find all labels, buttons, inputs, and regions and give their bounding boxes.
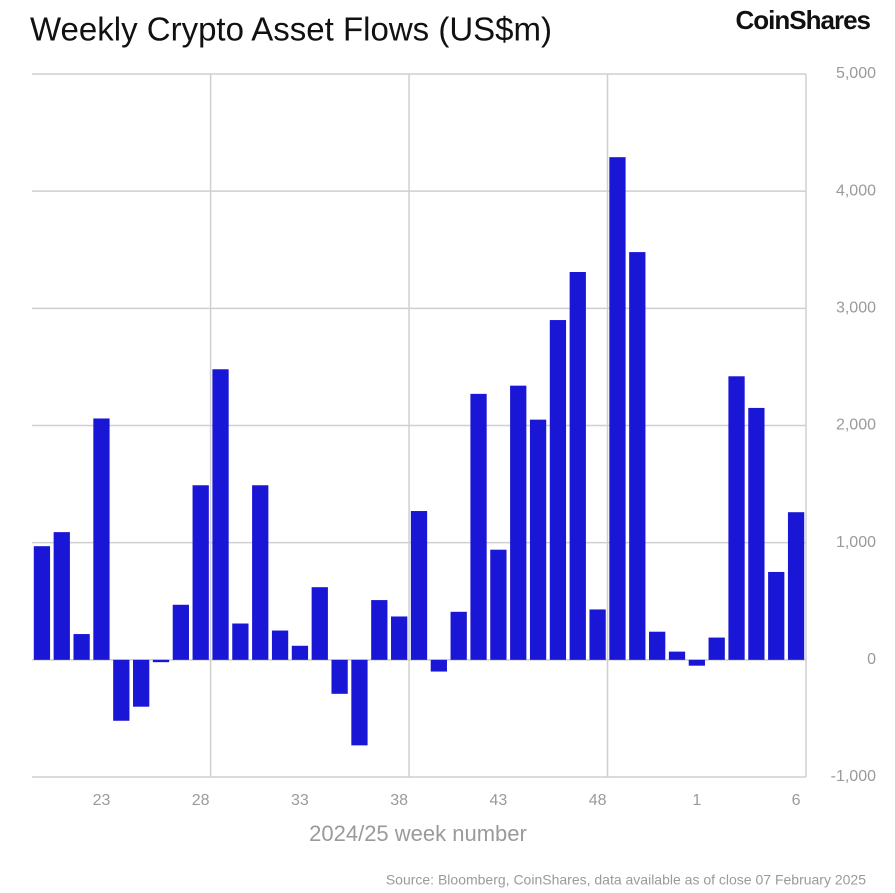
- bar: [668, 651, 686, 660]
- bar: [73, 634, 90, 660]
- bar: [510, 385, 527, 660]
- bar: [53, 532, 70, 660]
- bar: [688, 659, 705, 666]
- bar: [609, 157, 626, 660]
- bar: [93, 418, 110, 660]
- source-note: Source: Bloomberg, CoinShares, data avai…: [386, 872, 866, 888]
- bar: [470, 393, 487, 660]
- bar: [490, 549, 507, 660]
- x-tick-label: 1: [692, 792, 701, 809]
- y-tick-label: 4,000: [836, 182, 876, 199]
- bar: [529, 419, 547, 660]
- x-tick-label: 28: [192, 792, 210, 809]
- y-tick-label: 2,000: [836, 417, 876, 434]
- bar: [291, 645, 309, 660]
- bar: [410, 511, 428, 660]
- bar: [271, 630, 289, 660]
- bar: [649, 631, 666, 660]
- bar: [331, 659, 348, 694]
- bar: [430, 659, 447, 672]
- bar: [569, 272, 586, 660]
- y-tick-label: 5,000: [836, 65, 876, 82]
- bar: [113, 659, 130, 721]
- bar: [748, 407, 765, 660]
- y-tick-label: 0: [867, 651, 876, 668]
- bar: [589, 609, 606, 660]
- y-tick-label: -1,000: [831, 768, 876, 785]
- bar: [172, 604, 189, 660]
- x-tick-label: 6: [792, 792, 801, 809]
- bar: [192, 485, 209, 660]
- bar: [252, 485, 269, 660]
- x-tick-label: 33: [291, 792, 309, 809]
- bar: [232, 623, 249, 660]
- bar: [33, 546, 51, 660]
- brand-logo: CoinShares: [736, 5, 871, 35]
- bar: [371, 600, 388, 660]
- bar: [391, 616, 408, 660]
- bar: [728, 376, 745, 660]
- bar: [450, 611, 467, 660]
- bar: [351, 659, 368, 746]
- bar: [787, 512, 805, 660]
- bar: [311, 587, 328, 660]
- y-tick-label: 3,000: [836, 300, 876, 317]
- x-axis-title: 2024/25 week number: [309, 821, 527, 846]
- bar: [549, 320, 567, 660]
- x-tick-label: 43: [489, 792, 507, 809]
- x-tick-label: 48: [589, 792, 607, 809]
- y-tick-label: 1,000: [836, 534, 876, 551]
- bar: [152, 659, 170, 663]
- bar: [629, 252, 646, 660]
- x-tick-label: 38: [390, 792, 408, 809]
- bar: [212, 369, 229, 660]
- bar: [768, 571, 785, 660]
- x-tick-label: 23: [93, 792, 111, 809]
- chart-title: Weekly Crypto Asset Flows (US$m): [30, 11, 552, 48]
- bar: [133, 659, 150, 707]
- bar: [708, 637, 725, 660]
